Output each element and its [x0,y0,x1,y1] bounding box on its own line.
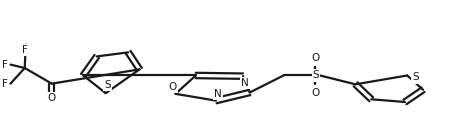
Text: O: O [311,53,319,63]
Text: S: S [104,80,111,90]
Text: N: N [241,78,249,88]
Text: S: S [313,70,320,81]
Text: F: F [22,45,28,55]
Text: S: S [412,72,418,82]
Text: O: O [311,88,319,98]
Text: F: F [1,79,8,89]
Text: N: N [214,89,222,99]
Text: O: O [168,82,176,92]
Text: O: O [48,93,56,103]
Text: F: F [1,60,8,70]
